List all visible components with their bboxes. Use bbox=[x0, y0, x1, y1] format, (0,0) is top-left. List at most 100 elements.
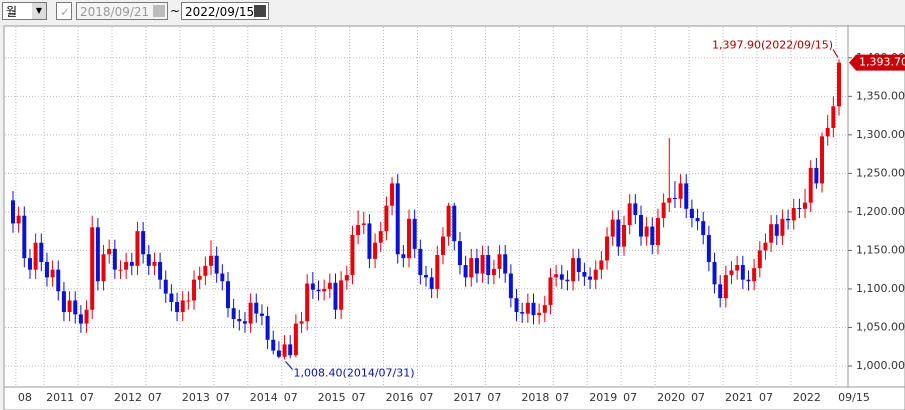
candle-body bbox=[225, 281, 230, 309]
candle-body bbox=[548, 277, 553, 306]
candle-body bbox=[44, 261, 49, 278]
calendar-icon bbox=[153, 5, 165, 17]
candle-body bbox=[141, 231, 146, 255]
candle-body bbox=[706, 235, 711, 262]
candle-body bbox=[118, 269, 123, 271]
candle-body bbox=[797, 208, 802, 210]
candle-body bbox=[469, 258, 474, 278]
candle-body bbox=[407, 218, 412, 259]
candle-body bbox=[520, 312, 525, 314]
candle-body bbox=[316, 289, 321, 292]
candle-body bbox=[497, 254, 502, 269]
x-tick-label: 07 bbox=[555, 391, 569, 404]
candle-body bbox=[293, 323, 298, 356]
candle-body bbox=[531, 302, 536, 316]
start-date-text: 2018/09/21 bbox=[80, 5, 150, 19]
candle-body bbox=[582, 271, 587, 277]
y-tick-label: 1,300.00 bbox=[856, 128, 905, 141]
x-tick-label: 07 bbox=[216, 391, 230, 404]
candle-body bbox=[514, 298, 519, 313]
candle-body bbox=[401, 254, 406, 259]
x-tick-label: 2013 bbox=[182, 391, 210, 404]
x-tick-label: 2017 bbox=[453, 391, 481, 404]
x-tick-label: 2011 bbox=[46, 391, 74, 404]
candle-body bbox=[650, 226, 655, 246]
candle-body bbox=[16, 215, 21, 224]
x-tick-label: 07 bbox=[759, 391, 773, 404]
candle-body bbox=[786, 218, 791, 221]
candle-body bbox=[209, 255, 214, 266]
x-tick-label: 2015 bbox=[318, 391, 346, 404]
candle-body bbox=[769, 224, 774, 243]
candle-body bbox=[169, 293, 174, 303]
checkbox[interactable]: ✓ bbox=[56, 2, 72, 20]
candle-body bbox=[757, 250, 762, 269]
candle-body bbox=[282, 344, 287, 357]
candle-body bbox=[384, 205, 389, 232]
candle-body bbox=[633, 203, 638, 215]
candle-body bbox=[356, 224, 361, 236]
candle-body bbox=[474, 258, 479, 274]
candle-body bbox=[752, 268, 757, 282]
y-tick-label: 1,350.00 bbox=[856, 89, 905, 102]
candle-body bbox=[701, 221, 706, 236]
candle-body bbox=[605, 236, 610, 261]
candle-body bbox=[305, 283, 310, 322]
x-tick-label: 2021 bbox=[725, 391, 753, 404]
candle-body bbox=[344, 275, 349, 281]
x-tick-label: 2019 bbox=[589, 391, 617, 404]
candle-body bbox=[50, 269, 55, 278]
candle-body bbox=[435, 255, 440, 289]
plot-area bbox=[3, 25, 849, 388]
candle-body bbox=[486, 255, 491, 276]
candle-body bbox=[135, 231, 140, 266]
candle-body bbox=[457, 241, 462, 266]
candle-body bbox=[525, 302, 530, 314]
candle-body bbox=[367, 223, 372, 259]
y-tick-label: 1,100.00 bbox=[856, 282, 905, 295]
last-price-tag bbox=[849, 54, 905, 71]
candle-body bbox=[729, 270, 734, 276]
toolbar: 월 ▼ ✓ 2018/09/21 ~ 2022/09/15 bbox=[0, 0, 905, 24]
candle-body bbox=[67, 300, 72, 313]
candle-body bbox=[163, 279, 168, 294]
period: 월 bbox=[6, 5, 18, 19]
candle-body bbox=[248, 302, 253, 324]
x-tick-label: 2022 bbox=[793, 391, 821, 404]
candle-body bbox=[627, 203, 632, 225]
x-tick-label: 2016 bbox=[386, 391, 414, 404]
candle-body bbox=[124, 261, 129, 270]
candle-body bbox=[491, 268, 496, 276]
candle-body bbox=[803, 202, 808, 209]
candle-body bbox=[655, 218, 660, 246]
candle-body bbox=[689, 208, 694, 219]
candle-body bbox=[820, 136, 825, 184]
y-tick-label: 1,050.00 bbox=[856, 320, 905, 333]
candle-body bbox=[152, 261, 157, 266]
candle-body bbox=[610, 219, 615, 237]
candle-body bbox=[237, 318, 242, 322]
candle-body bbox=[463, 265, 468, 278]
x-tick-label: 07 bbox=[420, 391, 434, 404]
end-date[interactable]: 2022/09/15 bbox=[181, 2, 269, 20]
candle-body bbox=[814, 167, 819, 184]
candle-body bbox=[220, 273, 225, 282]
max-label: 1,397.90(2022/09/15) bbox=[712, 38, 833, 51]
candle-body bbox=[175, 302, 180, 313]
candle-body bbox=[39, 242, 44, 262]
candle-body bbox=[395, 183, 400, 255]
candle-body bbox=[723, 275, 728, 299]
candle-body bbox=[22, 215, 27, 259]
candle-body bbox=[327, 282, 332, 289]
period-select[interactable]: 월 ▼ bbox=[2, 2, 47, 20]
candle-body bbox=[276, 350, 281, 357]
candle-body bbox=[695, 218, 700, 222]
candle-body bbox=[378, 231, 383, 243]
candle-body bbox=[446, 205, 451, 237]
candle-body bbox=[197, 275, 202, 280]
candle-body bbox=[508, 273, 513, 299]
calendar-icon[interactable] bbox=[254, 5, 266, 17]
min-label: 1,008.40(2014/07/31) bbox=[294, 366, 415, 379]
candle-body bbox=[288, 344, 293, 356]
